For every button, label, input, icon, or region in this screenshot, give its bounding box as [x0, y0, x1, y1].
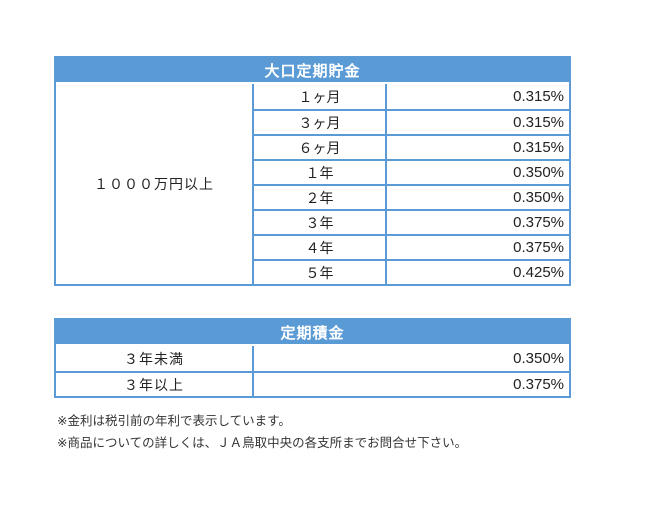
table-header-row: 定期積金 — [56, 320, 570, 346]
term-cell: ３年未満 — [56, 346, 252, 371]
rate-cell: 0.375% — [385, 209, 570, 234]
rate-cell: 0.315% — [385, 84, 570, 109]
table-row: ２年 0.350% — [56, 184, 570, 209]
table-row: ３年以上 0.375% — [56, 371, 570, 396]
rate-cell: 0.350% — [385, 184, 570, 209]
term-cell: ３年 — [252, 209, 385, 234]
term-cell: ６ヶ月 — [252, 134, 385, 159]
footnote-contact-branch: ※商品についての詳しくは、ＪＡ鳥取中央の各支所までお問合せ下さい。 — [57, 436, 468, 450]
rate-cell: 0.425% — [385, 259, 570, 284]
term-cell: ４年 — [252, 234, 385, 259]
rate-cell: 0.350% — [385, 159, 570, 184]
term-cell: ５年 — [252, 259, 385, 284]
rate-cell: 0.315% — [385, 134, 570, 159]
term-cell: １年 — [252, 159, 385, 184]
table-row: １年 0.350% — [56, 159, 570, 184]
amount-threshold-cell: １０００万円以上 — [56, 84, 252, 284]
large-deposit-table: 大口定期貯金 １０００万円以上 １ヶ月 0.315% ３ヶ月 0.315% ６ヶ… — [54, 56, 572, 286]
footnotes: ※金利は税引前の年利で表示しています。 ※商品についての詳しくは、ＪＡ鳥取中央の… — [57, 410, 467, 454]
installment-savings-table: 定期積金 ３年未満 0.350% ３年以上 0.375% — [54, 318, 572, 398]
table-row: ４年 0.375% — [56, 234, 570, 259]
table-row: ３年 0.375% — [56, 209, 570, 234]
footnote-pretax-rate: ※金利は税引前の年利で表示しています。 — [57, 414, 291, 428]
term-cell: ３年以上 — [56, 371, 252, 396]
table-row: ３ヶ月 0.315% — [56, 109, 570, 134]
table-header-row: 大口定期貯金 — [56, 58, 570, 84]
term-cell: １ヶ月 — [252, 84, 385, 109]
rate-cell: 0.375% — [385, 234, 570, 259]
table-row: ５年 0.425% — [56, 259, 570, 284]
term-cell: ３ヶ月 — [252, 109, 385, 134]
term-cell: ２年 — [252, 184, 385, 209]
rate-cell: 0.350% — [252, 346, 570, 371]
large-deposit-table-title: 大口定期貯金 — [56, 58, 570, 84]
table-row: ３年未満 0.350% — [56, 346, 570, 371]
rate-cell: 0.375% — [252, 371, 570, 396]
rate-cell: 0.315% — [385, 109, 570, 134]
table-row: ６ヶ月 0.315% — [56, 134, 570, 159]
table-row: １０００万円以上 １ヶ月 0.315% — [56, 84, 570, 284]
installment-table-title: 定期積金 — [56, 320, 570, 346]
